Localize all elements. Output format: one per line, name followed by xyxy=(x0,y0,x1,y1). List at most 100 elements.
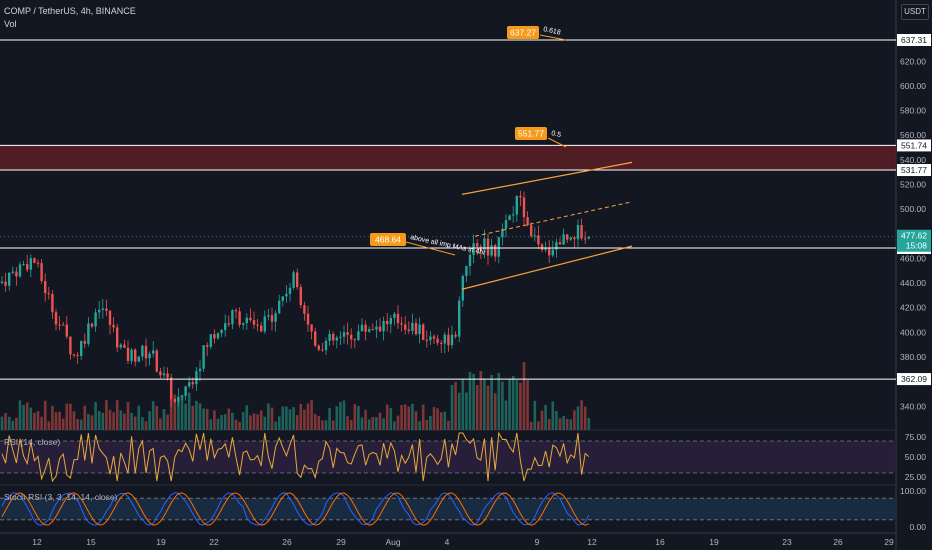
volume-bar xyxy=(562,416,565,430)
candle-body xyxy=(306,313,310,325)
time-tick-label: 4 xyxy=(445,537,450,547)
price-axis[interactable]: 340.00360.00380.00400.00420.00440.00460.… xyxy=(897,34,931,532)
supply-zone-rect xyxy=(0,145,896,171)
candle-body xyxy=(44,280,47,294)
volume-bar xyxy=(573,410,576,430)
volume-bar xyxy=(270,407,274,430)
volume-bar xyxy=(25,402,29,430)
volume-bar xyxy=(72,411,76,430)
volume-bar xyxy=(508,378,511,430)
rsi-pane xyxy=(0,431,896,483)
volume-bar xyxy=(33,412,36,430)
candle-body xyxy=(245,317,248,324)
volume-bar xyxy=(123,413,126,430)
candle-body xyxy=(18,264,22,277)
stoch-rsi-pane xyxy=(0,492,896,526)
candle-body xyxy=(443,334,446,344)
annotation-box xyxy=(515,127,547,140)
candle-body xyxy=(414,322,418,335)
volume-bar xyxy=(587,417,591,430)
candle-body xyxy=(40,263,43,281)
volume-bar xyxy=(29,407,33,430)
volume-bar xyxy=(151,401,155,430)
channel-upper xyxy=(461,161,633,195)
volume-bar xyxy=(285,406,288,430)
volume-bar xyxy=(490,374,493,430)
volume-bar xyxy=(180,394,184,430)
time-tick-label: 19 xyxy=(709,537,719,547)
last-price-text: 477.62 xyxy=(901,231,927,241)
candle-body xyxy=(148,353,151,359)
candle-body xyxy=(368,329,371,332)
candle-body xyxy=(130,349,133,361)
candle-body xyxy=(573,237,576,240)
candle-body xyxy=(267,315,270,317)
level-price-text: 362.09 xyxy=(901,374,927,384)
volume-bar xyxy=(169,390,173,430)
candle-body xyxy=(155,350,158,372)
volume-bar xyxy=(504,400,508,430)
volume-bar xyxy=(0,416,4,430)
candle-body xyxy=(332,333,335,341)
annotation-arrow xyxy=(547,137,567,148)
candle-body xyxy=(346,332,349,335)
candle-body xyxy=(231,310,234,325)
volume-bar xyxy=(144,421,148,430)
volume-bar xyxy=(349,419,353,430)
price-tick-label: 340.00 xyxy=(900,401,926,411)
candle-body xyxy=(11,271,14,273)
annotation-note: 0.5 xyxy=(551,130,562,139)
volume-bar xyxy=(537,421,540,430)
volume-bar xyxy=(148,411,151,430)
rsi-band xyxy=(0,441,896,473)
channel-lower xyxy=(461,245,633,290)
volume-bar xyxy=(184,403,187,430)
volume-bar xyxy=(7,416,11,430)
volume-bar xyxy=(209,419,213,430)
candle-body xyxy=(119,344,122,348)
candle-body xyxy=(69,336,72,355)
volume-bar xyxy=(511,376,515,430)
candle-body xyxy=(411,322,414,331)
candle-body xyxy=(324,340,328,350)
volume-bar xyxy=(457,392,461,430)
candle-body xyxy=(522,197,526,218)
volume-bar xyxy=(360,417,364,430)
candle-body xyxy=(173,399,176,402)
candle-body xyxy=(202,345,205,369)
candle-body xyxy=(252,320,256,325)
volume-bar xyxy=(324,420,328,430)
volume-bar xyxy=(342,400,346,430)
volume-bar xyxy=(299,403,303,430)
candle-body xyxy=(22,264,25,266)
volume-bar xyxy=(519,382,522,430)
currency-button[interactable]: USDT xyxy=(901,4,929,20)
time-axis[interactable]: 12 15 19 22 26 29 Aug 4 9 12 16 19 23 26 29 xyxy=(32,537,894,547)
volume-bar xyxy=(83,405,87,430)
candle-body xyxy=(580,225,583,239)
volume-bar xyxy=(439,412,443,430)
candle-body xyxy=(544,247,547,251)
volume-bar xyxy=(202,408,205,430)
stoch-tick-label: 100.00 xyxy=(900,486,926,496)
volume-bar xyxy=(486,385,490,430)
volume-bar xyxy=(346,416,349,430)
stoch-band xyxy=(0,498,896,520)
volume-bar xyxy=(583,406,587,430)
stoch-d-line xyxy=(1,492,589,526)
volume-bar xyxy=(4,412,7,430)
candle-body xyxy=(371,329,374,331)
candle-body xyxy=(328,333,331,341)
price-tick-label: 500.00 xyxy=(900,204,926,214)
volume-bar xyxy=(540,410,544,430)
stoch-tick-label: 0.00 xyxy=(909,522,926,532)
horizontal-levels xyxy=(0,39,896,380)
symbol-title: COMP / TetherUS, 4h, BINANCE xyxy=(4,6,136,16)
candle-body xyxy=(285,293,288,297)
volume-bar xyxy=(555,410,558,430)
volume-bar xyxy=(58,411,61,430)
candle-body xyxy=(364,324,367,332)
volume-bar xyxy=(310,400,313,430)
candle-body xyxy=(144,345,148,359)
